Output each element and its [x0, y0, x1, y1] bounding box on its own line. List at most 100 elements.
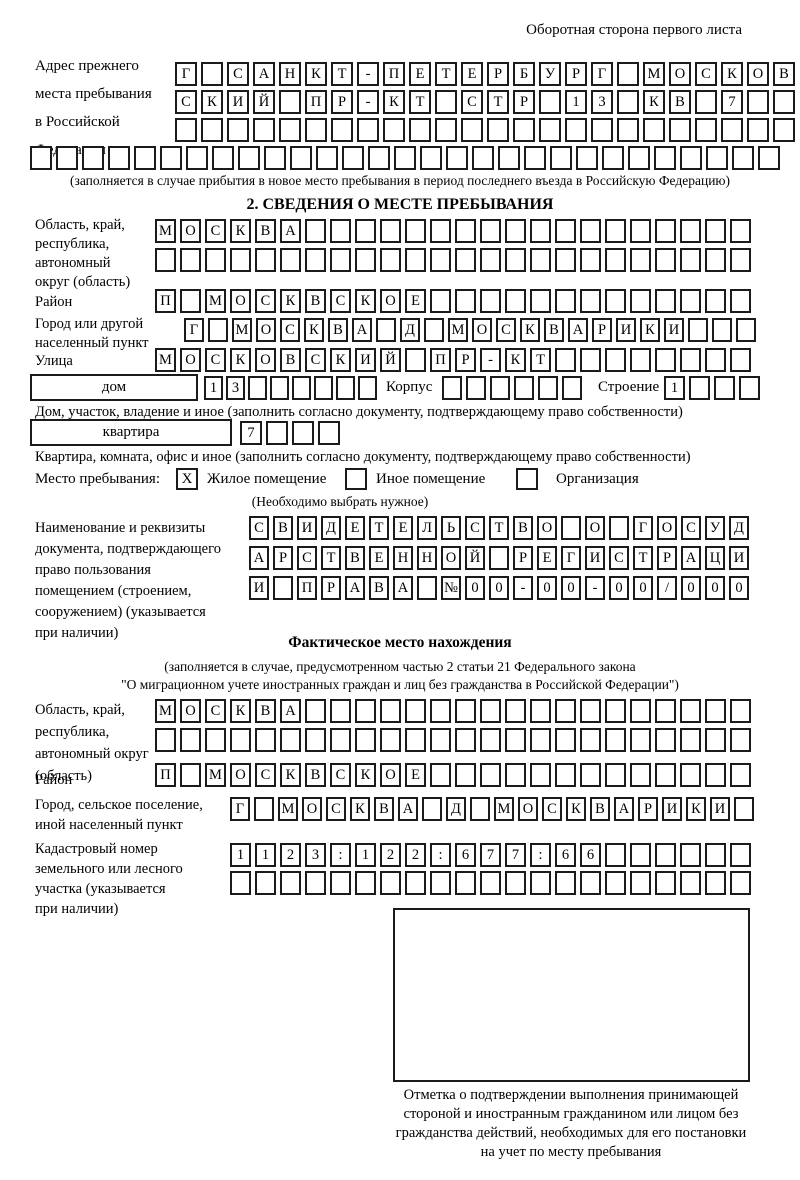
char-box[interactable]: Й: [380, 348, 401, 372]
char-box[interactable]: [695, 118, 717, 142]
char-box[interactable]: [538, 376, 558, 400]
char-box[interactable]: С: [297, 546, 317, 570]
char-box[interactable]: [305, 728, 326, 752]
char-box[interactable]: [605, 289, 626, 313]
char-box[interactable]: С: [609, 546, 629, 570]
char-box[interactable]: [630, 699, 651, 723]
char-box[interactable]: К: [305, 62, 327, 86]
char-box[interactable]: Р: [657, 546, 677, 570]
char-box[interactable]: И: [227, 90, 249, 114]
char-box[interactable]: [155, 248, 176, 272]
char-box[interactable]: [530, 871, 551, 895]
char-box[interactable]: [180, 728, 201, 752]
char-box[interactable]: [605, 699, 626, 723]
char-box[interactable]: [175, 118, 197, 142]
char-box[interactable]: [524, 146, 546, 170]
char-box[interactable]: 6: [555, 843, 576, 867]
char-box[interactable]: Е: [369, 546, 389, 570]
char-box[interactable]: [238, 146, 260, 170]
char-box[interactable]: [630, 728, 651, 752]
char-box[interactable]: А: [568, 318, 588, 342]
char-box[interactable]: Т: [321, 546, 341, 570]
char-box[interactable]: Р: [513, 546, 533, 570]
char-box[interactable]: Р: [487, 62, 509, 86]
char-box[interactable]: [280, 248, 301, 272]
char-box[interactable]: [605, 248, 626, 272]
char-box[interactable]: [380, 699, 401, 723]
char-box[interactable]: [555, 348, 576, 372]
char-box[interactable]: Н: [393, 546, 413, 570]
char-box[interactable]: 1: [204, 376, 223, 400]
char-box[interactable]: [305, 699, 326, 723]
char-box[interactable]: [318, 421, 340, 445]
char-box[interactable]: 3: [305, 843, 326, 867]
char-box[interactable]: [134, 146, 156, 170]
char-box[interactable]: К: [201, 90, 223, 114]
char-box[interactable]: [680, 219, 701, 243]
char-box[interactable]: [342, 146, 364, 170]
char-box[interactable]: -: [585, 576, 605, 600]
char-box[interactable]: [430, 289, 451, 313]
char-box[interactable]: П: [430, 348, 451, 372]
char-box[interactable]: [539, 90, 561, 114]
char-box[interactable]: [705, 289, 726, 313]
char-box[interactable]: 1: [255, 843, 276, 867]
char-box[interactable]: [480, 289, 501, 313]
char-box[interactable]: [305, 118, 327, 142]
char-box[interactable]: [108, 146, 130, 170]
char-box[interactable]: [487, 118, 509, 142]
char-box[interactable]: Т: [331, 62, 353, 86]
char-box[interactable]: О: [302, 797, 322, 821]
char-box[interactable]: [680, 728, 701, 752]
char-box[interactable]: [747, 90, 769, 114]
char-box[interactable]: [655, 348, 676, 372]
char-box[interactable]: А: [253, 62, 275, 86]
char-box[interactable]: 0: [681, 576, 701, 600]
char-box[interactable]: [405, 248, 426, 272]
char-box[interactable]: [773, 90, 795, 114]
char-box[interactable]: [208, 318, 228, 342]
char-box[interactable]: [630, 843, 651, 867]
char-box[interactable]: [461, 118, 483, 142]
char-box[interactable]: В: [773, 62, 795, 86]
char-box[interactable]: [689, 376, 710, 400]
char-box[interactable]: И: [616, 318, 636, 342]
char-box[interactable]: [555, 699, 576, 723]
checkbox-inoe[interactable]: [345, 468, 367, 490]
char-box[interactable]: А: [280, 699, 301, 723]
char-box[interactable]: [739, 376, 760, 400]
char-box[interactable]: У: [539, 62, 561, 86]
char-box[interactable]: [591, 118, 613, 142]
char-box[interactable]: [227, 118, 249, 142]
char-box[interactable]: О: [747, 62, 769, 86]
char-box[interactable]: [655, 289, 676, 313]
char-box[interactable]: [455, 699, 476, 723]
char-box[interactable]: №: [441, 576, 461, 600]
char-box[interactable]: [605, 843, 626, 867]
char-box[interactable]: [628, 146, 650, 170]
char-box[interactable]: О: [230, 763, 251, 787]
char-box[interactable]: [680, 699, 701, 723]
char-box[interactable]: В: [255, 219, 276, 243]
char-box[interactable]: [480, 763, 501, 787]
char-box[interactable]: [580, 348, 601, 372]
char-box[interactable]: Г: [561, 546, 581, 570]
char-box[interactable]: [605, 728, 626, 752]
char-box[interactable]: У: [705, 516, 725, 540]
char-box[interactable]: [82, 146, 104, 170]
char-box[interactable]: [580, 763, 601, 787]
char-box[interactable]: [513, 118, 535, 142]
char-box[interactable]: И: [297, 516, 317, 540]
char-box[interactable]: [555, 763, 576, 787]
char-box[interactable]: К: [505, 348, 526, 372]
char-box[interactable]: Е: [405, 289, 426, 313]
char-box[interactable]: [555, 871, 576, 895]
char-box[interactable]: [480, 219, 501, 243]
char-box[interactable]: [480, 248, 501, 272]
char-box[interactable]: [430, 219, 451, 243]
char-box[interactable]: С: [465, 516, 485, 540]
char-box[interactable]: О: [256, 318, 276, 342]
char-box[interactable]: О: [380, 289, 401, 313]
char-box[interactable]: Н: [417, 546, 437, 570]
char-box[interactable]: [30, 146, 52, 170]
